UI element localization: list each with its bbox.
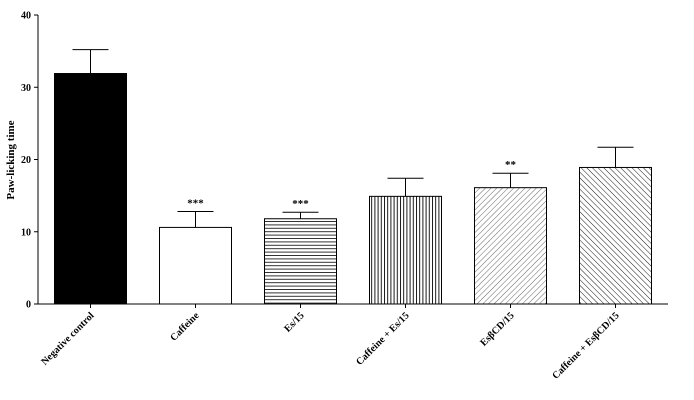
bar (579, 166, 652, 305)
bar (54, 73, 127, 305)
x-tick-label: Caffeine + EsβCD/15 (550, 310, 621, 381)
x-tick-label: Caffeine + Es/15 (354, 310, 411, 367)
x-tick-label: Caffeine (168, 310, 202, 344)
y-axis-title: Paw-licking time (5, 120, 17, 199)
y-axis-ticks: 0 10 20 30 40 (21, 11, 38, 311)
bar (159, 226, 232, 305)
significance-label: *** (292, 198, 309, 210)
axes (37, 15, 668, 305)
error-bars (72, 49, 634, 228)
y-tick-label: 40 (21, 11, 31, 22)
y-tick-label: 10 (21, 227, 31, 238)
x-tick-label: Negative control (39, 310, 96, 367)
y-tick-label: 20 (21, 155, 31, 166)
significance-label: *** (187, 198, 204, 210)
x-axis-labels: Negative control Caffeine Es/15 Caffeine + … (39, 304, 622, 382)
bar (264, 218, 337, 305)
significance-labels: *** ***** (187, 159, 516, 210)
significance-label: ** (505, 159, 517, 171)
bars (54, 73, 652, 305)
x-tick-label: EsβCD/15 (478, 310, 516, 348)
bar (474, 187, 547, 305)
y-tick-label: 30 (21, 83, 31, 94)
x-tick-label: Es/15 (282, 310, 306, 334)
bar (369, 195, 442, 305)
y-tick-label: 0 (26, 300, 31, 311)
